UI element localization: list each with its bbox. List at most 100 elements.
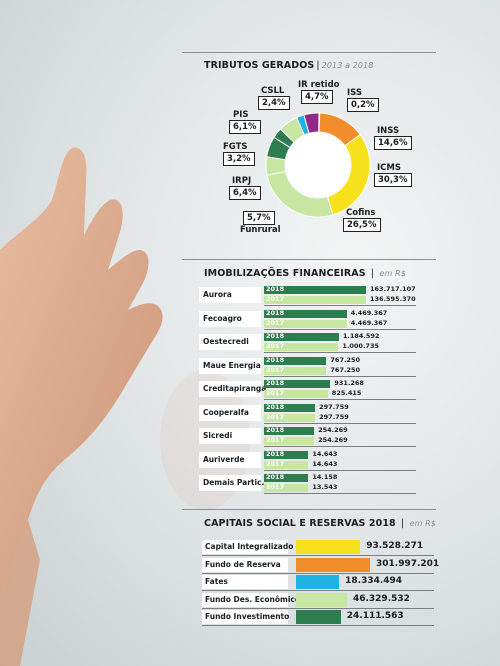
pie-label-ir-retido-name: IR retido [298,80,340,90]
investimentos-title-row: IMOBILIZAÇÕES FINANCEIRAS | em R$ [204,268,406,279]
inv-value-label: 931.268 [334,379,364,387]
pie-label-csll-value: 2,4% [258,96,290,110]
cap-category-label: Fundo Investimento [202,610,289,624]
cap-bar [296,610,341,624]
inv-category-label: Maue Energia [199,357,261,374]
cap-category-label: Fates [202,575,288,589]
inv-value-label: 1.184.592 [342,332,380,340]
inv-value-label: 1.000.735 [342,342,379,350]
pie-label-inss-value: 14,6% [374,136,412,150]
inv-bar-year-label: 2017 [266,295,285,303]
inv-category-label: Oestecredi [199,334,261,350]
inv-bar-year-label: 2018 [266,355,285,364]
inv-bar-2017: 2017 [264,413,316,422]
capitais-title: CAPITAIS SOCIAL E RESERVAS 2018 [204,518,396,529]
inv-bar-2018: 2018 [264,402,316,412]
pie-label-fgts-value: 3,2% [223,152,255,166]
inv-bar-year-label: 2018 [266,449,285,458]
tributos-title-row: TRIBUTOS GERADOS | 2013 a 2018 [204,60,374,71]
cap-bar [296,575,340,589]
cap-row-divider [202,555,434,556]
inv-category-label: Auriverde [199,451,261,468]
cap-bar [296,592,347,607]
inv-category-label: Aurora [199,287,261,303]
inv-row-divider [264,305,416,306]
inv-bar-2018: 2018 [264,308,347,318]
cap-row-divider [202,590,434,591]
cap-row-divider [202,625,434,626]
capitais-subtitle: em R$ [409,519,436,528]
inv-bar-year-label: 2018 [266,402,285,411]
inv-bar-year-label: 2017 [266,436,285,444]
pie-label-pis-value: 6,1% [229,120,261,134]
inv-value-label: 14.643 [312,449,338,458]
inv-bar-year-label: 2018 [266,332,285,340]
pie-label-pis-name: PIS [233,110,249,120]
pie-label-funrural-value: 5,7% [243,211,275,225]
inv-category-label: Sicredi [199,428,261,444]
inv-row-divider [264,328,416,330]
cap-category-label: Capital Integralizado [202,540,293,554]
pie-label-funrural-name: Funrural [240,225,281,235]
pie-label-csll-name: CSLL [261,86,285,96]
tributos-donut-chart [265,112,371,218]
pie-slice-ir-retido [303,112,320,134]
cap-category-label: Fundo de Reserva [202,557,288,572]
inv-bar-2018: 2018 [264,426,315,435]
inv-row-divider [264,446,416,447]
pie-label-icms-value: 30,3% [374,173,412,187]
inv-value-label: 297.759 [319,412,349,421]
inv-bar-2018: 2018 [264,355,327,365]
pie-label-iss-value: 0,2% [347,98,379,112]
inv-value-label: 254.269 [318,436,348,444]
inv-bar-2017: 2017 [264,436,315,445]
inv-row-divider [264,422,416,424]
inv-value-label: 136.595.370 [370,295,416,303]
inv-bar-year-label: 2017 [266,389,285,397]
inv-value-label: 14.643 [312,459,338,468]
investimentos-title: IMOBILIZAÇÕES FINANCEIRAS [204,268,366,279]
cap-row-divider [202,572,434,574]
cap-bar [296,557,370,572]
cap-category-label: Fundo Des. Econômico [202,592,300,607]
inv-value-label: 297.759 [319,402,349,411]
inv-bar-year-label: 2017 [266,459,285,468]
pie-label-ir-retido-value: 4,7% [301,90,333,104]
inv-value-label: 767.250 [330,355,361,364]
inv-bar-2017: 2017 [264,389,328,398]
cap-value-label: 24.111.563 [346,611,404,621]
inv-value-label: 163.717.107 [370,285,416,293]
pie-label-icms-name: ICMS [377,163,401,173]
inv-bar-year-label: 2018 [266,308,285,317]
inv-value-label: 13.543 [312,483,338,491]
inv-bar-2018: 2018 [264,332,339,341]
inv-category-label: Fecoagro [199,310,261,327]
pie-label-cofins-value: 26,5% [343,218,381,232]
section-divider [182,509,436,510]
section-divider [182,52,436,53]
cap-value-label: 18.334.494 [345,576,403,586]
inv-value-label: 4.469.367 [350,308,388,317]
inv-category-label: Demais Partic. [199,475,264,491]
inv-bar-year-label: 2018 [266,285,285,293]
inv-row-divider [264,399,416,400]
pie-label-cofins-name: Cofins [346,208,376,218]
inv-value-label: 254.269 [318,426,348,434]
inv-bar-year-label: 2017 [266,365,285,374]
cap-row-divider [202,607,434,609]
inv-bar-2017: 2017 [264,459,309,469]
tributos-title: TRIBUTOS GERADOS [204,60,315,71]
inv-bar-year-label: 2018 [266,426,285,434]
pie-label-iss-name: ISS [347,88,363,98]
inv-bar-2017: 2017 [264,342,339,351]
inv-bar-2018: 2018 [264,449,309,459]
pie-label-irpj-name: IRPJ [232,176,252,186]
inv-value-label: 825.415 [331,389,362,397]
cap-value-label: 46.329.532 [352,593,410,604]
inv-value-label: 4.469.367 [350,318,388,327]
pie-label-fgts-name: FGTS [223,142,248,152]
inv-bar-2018: 2018 [264,379,331,388]
inv-bar-2017: 2017 [264,319,347,328]
inv-bar-2018: 2018 [264,285,366,294]
inv-row-divider [264,352,416,353]
